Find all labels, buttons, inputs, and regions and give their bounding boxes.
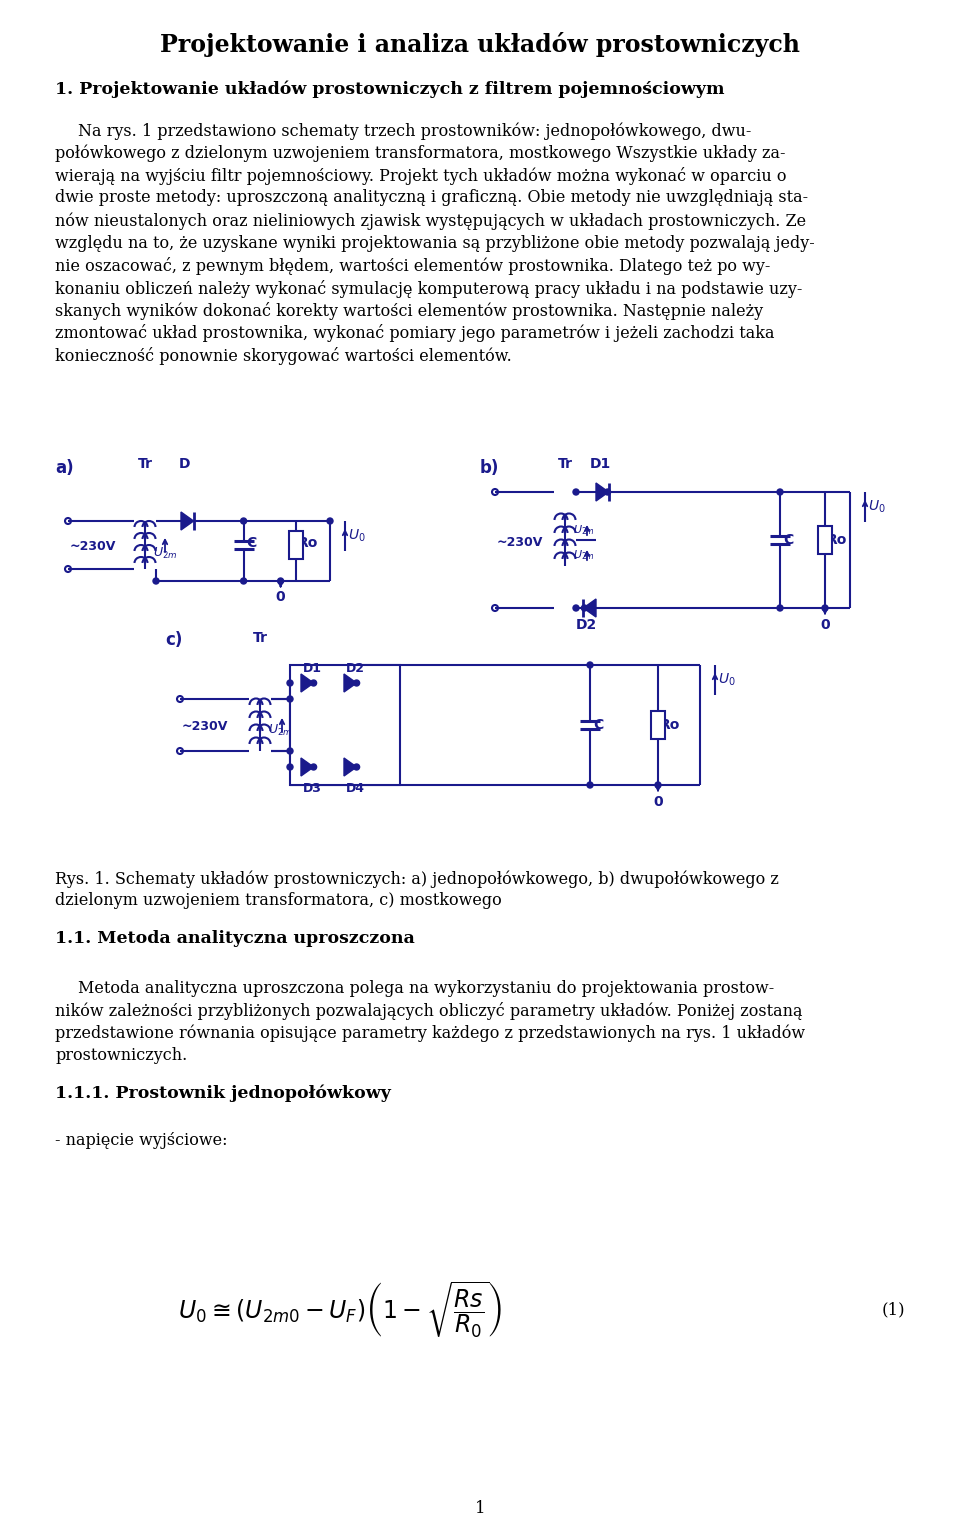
Text: C: C (783, 534, 793, 547)
Text: C: C (247, 537, 257, 550)
Text: względu na to, że uzyskane wyniki projektowania są przybliżone obie metody pozwa: względu na to, że uzyskane wyniki projek… (55, 234, 815, 251)
Text: nie oszacować, z pewnym błędem, wartości elementów prostownika. Dlatego też po w: nie oszacować, z pewnym błędem, wartości… (55, 257, 770, 275)
Polygon shape (584, 599, 596, 618)
Text: $U_{2m}$: $U_{2m}$ (573, 523, 595, 537)
Circle shape (241, 518, 247, 524)
Text: dzielonym uzwojeniem transformatora, c) mostkowego: dzielonym uzwojeniem transformatora, c) … (55, 891, 502, 910)
Text: Ro: Ro (827, 534, 848, 547)
Polygon shape (344, 758, 356, 777)
Circle shape (573, 489, 579, 495)
Circle shape (353, 680, 360, 687)
Circle shape (655, 781, 661, 787)
Text: dwie proste metody: uproszczoną analityczną i graficzną. Obie metody nie uwzględ: dwie proste metody: uproszczoną analityc… (55, 190, 808, 206)
Text: D1: D1 (589, 457, 611, 471)
Text: przedstawione równania opisujące parametry każdego z przedstawionych na rys. 1 u: przedstawione równania opisujące paramet… (55, 1024, 805, 1043)
Text: 1.1.1. Prostownik jednopołówkowy: 1.1.1. Prostownik jednopołówkowy (55, 1086, 391, 1102)
Text: D1: D1 (302, 662, 322, 674)
Polygon shape (301, 674, 314, 693)
Circle shape (287, 764, 293, 771)
Text: Tr: Tr (252, 631, 268, 645)
Text: (1): (1) (881, 1301, 905, 1318)
Text: $U_0$: $U_0$ (868, 498, 886, 515)
Text: 1.1. Metoda analityczna uproszczona: 1.1. Metoda analityczna uproszczona (55, 930, 415, 946)
Polygon shape (596, 483, 609, 502)
Bar (818, 526, 832, 553)
Text: a): a) (55, 459, 74, 477)
Text: 0: 0 (820, 618, 829, 631)
Circle shape (277, 578, 283, 584)
Circle shape (287, 696, 293, 702)
Text: ~230V: ~230V (497, 535, 543, 549)
Text: $U_0$: $U_0$ (718, 671, 735, 688)
Text: D4: D4 (346, 781, 365, 795)
Text: ników zależności przybliżonych pozwalających obliczyć parametry układów. Poniżej: ników zależności przybliżonych pozwalają… (55, 1003, 803, 1020)
Text: D: D (180, 457, 191, 471)
Text: b): b) (480, 459, 499, 477)
Text: $U_0$: $U_0$ (348, 528, 366, 544)
Circle shape (777, 489, 783, 495)
Text: Ro: Ro (660, 719, 681, 732)
Circle shape (311, 680, 317, 687)
Circle shape (582, 605, 588, 612)
Text: $U_{2m}$: $U_{2m}$ (153, 546, 178, 561)
Text: ~230V: ~230V (182, 720, 228, 734)
Polygon shape (344, 674, 356, 693)
Bar (651, 711, 665, 739)
Circle shape (287, 680, 293, 687)
Text: Tr: Tr (558, 457, 572, 471)
Text: Rys. 1. Schematy układów prostowniczych: a) jednopołówkowego, b) dwupołówkowego : Rys. 1. Schematy układów prostowniczych:… (55, 870, 779, 887)
Polygon shape (181, 512, 194, 531)
Circle shape (605, 489, 611, 495)
Text: skanych wyników dokonać korekty wartości elementów prostownika. Następnie należy: skanych wyników dokonać korekty wartości… (55, 303, 763, 320)
Text: Ro: Ro (298, 537, 318, 550)
Text: c): c) (165, 631, 182, 648)
Text: 1. Projektowanie układów prostowniczych z filtrem pojemnościowym: 1. Projektowanie układów prostowniczych … (55, 80, 725, 98)
Text: $U_0 \cong \left(U_{2m0} - U_F\right)\left(1 - \sqrt{\dfrac{Rs}{R_0}}\right)$: $U_0 \cong \left(U_{2m0} - U_F\right)\le… (178, 1280, 502, 1339)
Text: $U_{2m}$: $U_{2m}$ (268, 722, 293, 737)
Text: C: C (593, 719, 603, 732)
Circle shape (822, 605, 828, 612)
Text: D3: D3 (302, 781, 322, 795)
Text: prostowniczych.: prostowniczych. (55, 1047, 187, 1064)
Text: D2: D2 (575, 618, 596, 631)
Circle shape (327, 518, 333, 524)
Circle shape (587, 781, 593, 787)
Circle shape (153, 578, 159, 584)
Text: 1: 1 (474, 1500, 486, 1517)
Circle shape (241, 578, 247, 584)
Text: - napięcie wyjściowe:: - napięcie wyjściowe: (55, 1131, 228, 1148)
Text: ~230V: ~230V (70, 540, 116, 553)
Text: zmontować układ prostownika, wykonać pomiary jego parametrów i jeżeli zachodzi t: zmontować układ prostownika, wykonać pom… (55, 324, 775, 342)
Text: Tr: Tr (137, 457, 153, 471)
Bar (290, 665, 400, 784)
Text: wierają na wyjściu filtr pojemnościowy. Projekt tych układów można wykonać w opa: wierają na wyjściu filtr pojemnościowy. … (55, 167, 786, 185)
Circle shape (311, 764, 317, 771)
Text: Na rys. 1 przedstawiono schematy trzech prostowników: jednopołówkowego, dwu-: Na rys. 1 przedstawiono schematy trzech … (78, 122, 752, 139)
Text: połówkowego z dzielonym uzwojeniem transformatora, mostkowego Wszystkie układy z: połówkowego z dzielonym uzwojeniem trans… (55, 145, 785, 162)
Text: 0: 0 (653, 795, 662, 809)
Text: Projektowanie i analiza układów prostowniczych: Projektowanie i analiza układów prostown… (160, 32, 800, 57)
Circle shape (587, 662, 593, 668)
Circle shape (287, 748, 293, 754)
Text: konieczność ponownie skorygować wartości elementów.: konieczność ponownie skorygować wartości… (55, 347, 512, 365)
Bar (289, 531, 302, 560)
Circle shape (353, 764, 360, 771)
Text: konaniu obliczeń należy wykonać symulację komputerową pracy układu i na podstawi: konaniu obliczeń należy wykonać symulacj… (55, 280, 803, 298)
Text: $U_{2m}$: $U_{2m}$ (573, 547, 595, 561)
Polygon shape (301, 758, 314, 777)
Circle shape (777, 605, 783, 612)
Text: nów nieustalonych oraz nieliniowych zjawisk występujących w układach prostownicz: nów nieustalonych oraz nieliniowych zjaw… (55, 213, 806, 229)
Text: 0: 0 (276, 590, 285, 604)
Text: D2: D2 (346, 662, 365, 674)
Text: Metoda analityczna uproszczona polega na wykorzystaniu do projektowania prostow-: Metoda analityczna uproszczona polega na… (78, 980, 775, 997)
Circle shape (573, 605, 579, 612)
